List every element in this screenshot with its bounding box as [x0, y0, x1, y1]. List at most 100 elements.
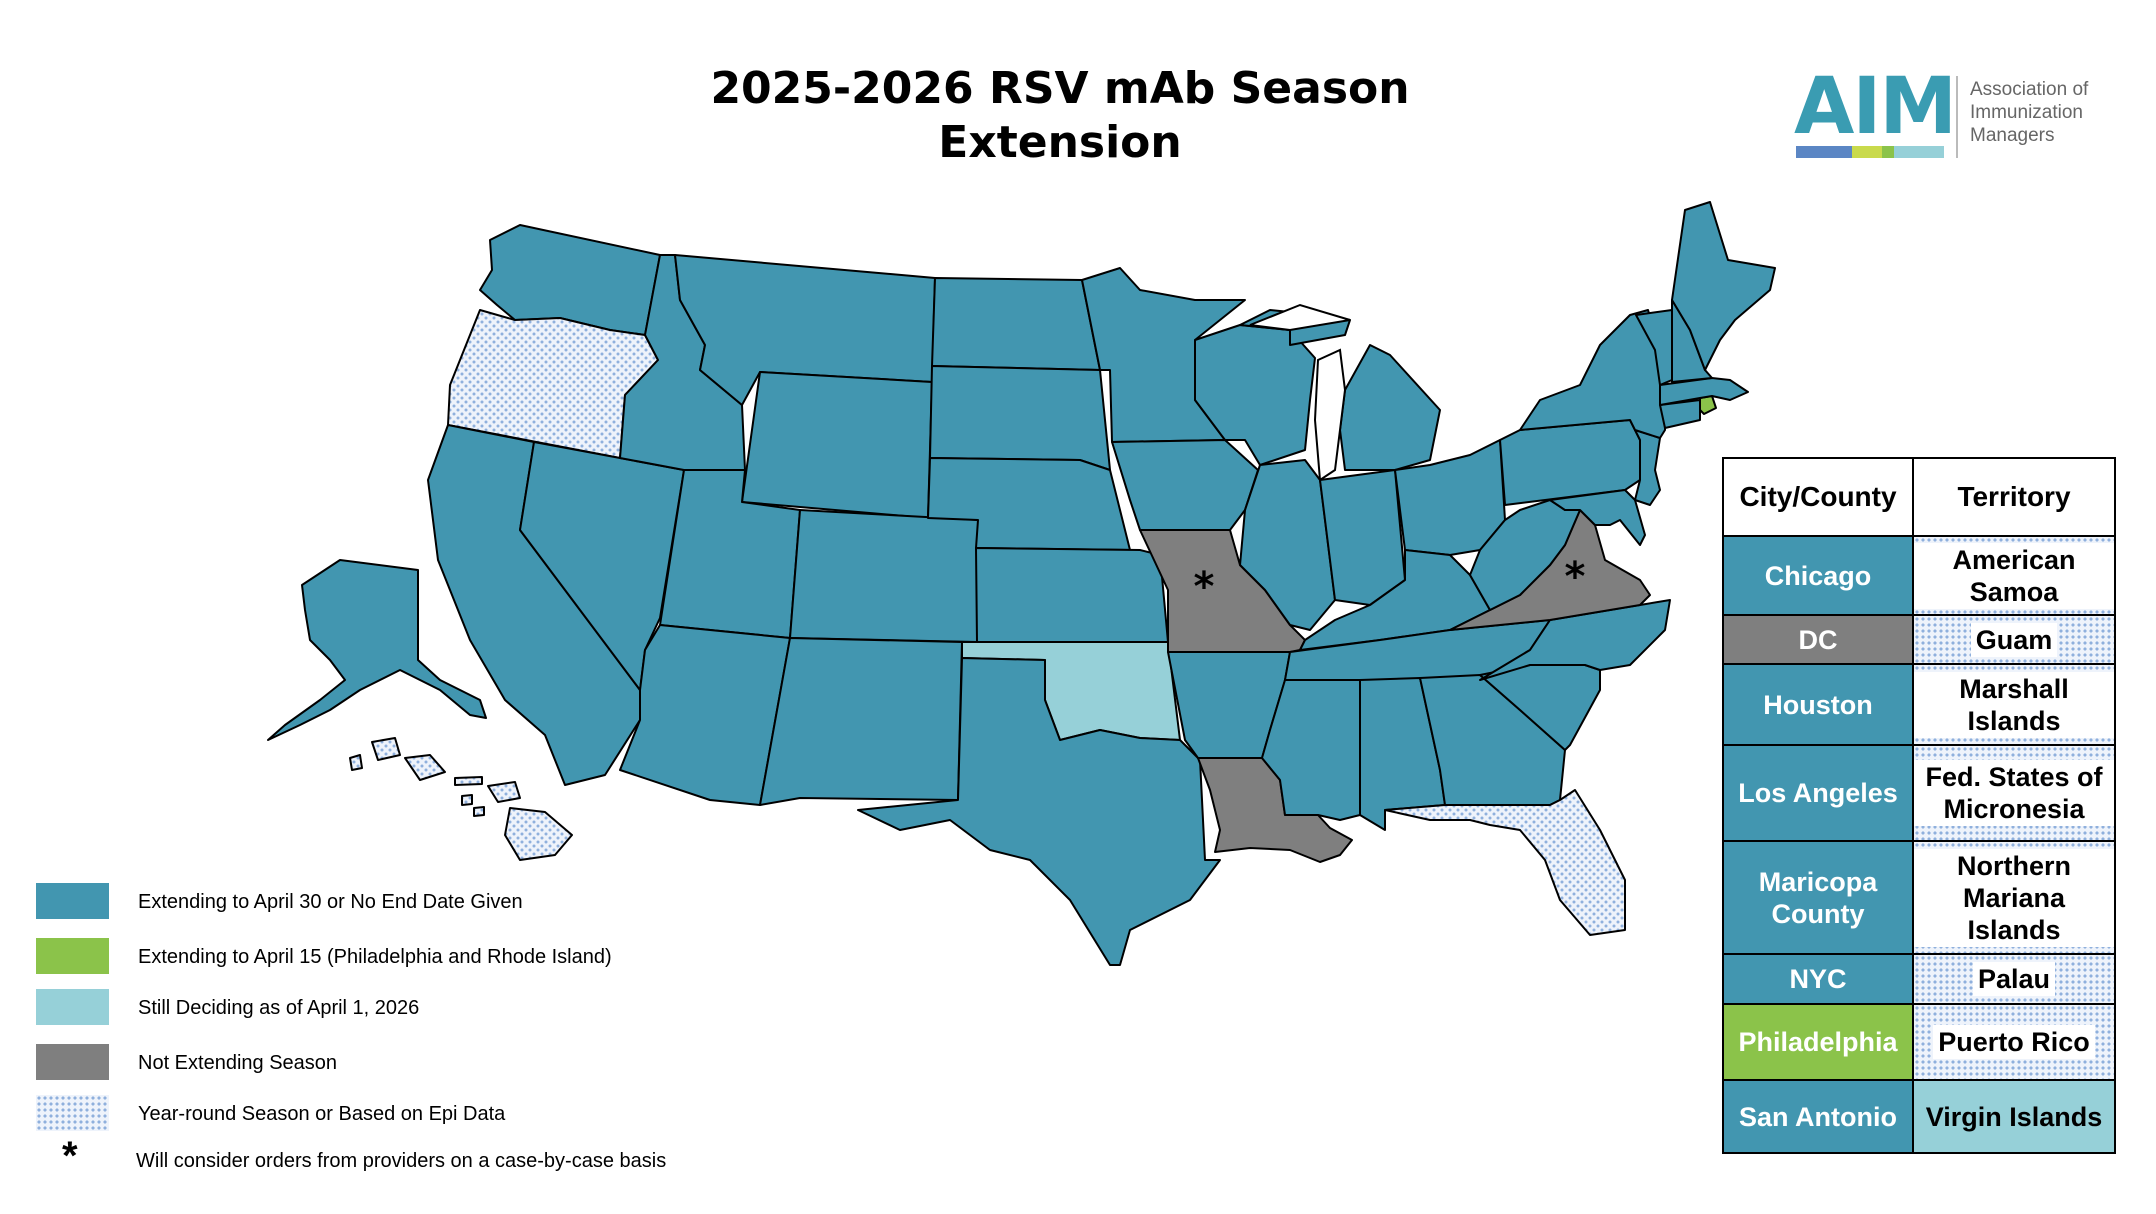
map-title: 2025-2026 RSV mAb Season Extension	[660, 62, 1460, 170]
table-row: Chicago American Samoa	[1724, 537, 2114, 616]
city-cell: Philadelphia	[1724, 1005, 1914, 1079]
header-city-county: City/County	[1724, 459, 1914, 535]
table-row: Los Angeles Fed. States of Micronesia	[1724, 746, 2114, 842]
city-cell: DC	[1724, 616, 1914, 663]
table-row: Maricopa County Northern Mariana Islands	[1724, 842, 2114, 955]
city-cell: NYC	[1724, 955, 1914, 1003]
table-row: Philadelphia Puerto Rico	[1724, 1005, 2114, 1081]
territory-label: Northern Mariana Islands	[1914, 848, 2114, 947]
lake-michigan	[1313, 348, 1347, 482]
legend-label-april30: Extending to April 30 or No End Date Giv…	[138, 891, 523, 913]
state-connecticut	[1659, 399, 1701, 429]
state-new-jersey	[1634, 429, 1661, 506]
state-kansas	[975, 547, 1169, 643]
legend-item-year-round: Year-round Season or Based on Epi Data	[36, 1095, 756, 1131]
table-header-row: City/County Territory	[1724, 459, 2114, 537]
state-hawaii-niihau	[349, 754, 363, 771]
state-hawaii-lanai	[461, 794, 473, 806]
state-new-mexico	[759, 637, 963, 806]
state-florida	[1384, 789, 1626, 936]
city-cell: Houston	[1724, 665, 1914, 744]
territory-label: Fed. States of Micronesia	[1914, 760, 2114, 826]
state-illinois	[1239, 459, 1336, 631]
state-alaska	[267, 559, 487, 741]
state-hawaii-kahoolawe	[473, 806, 485, 817]
territory-cell: Virgin Islands	[1914, 1081, 2114, 1152]
territory-label: Marshall Islands	[1914, 671, 2114, 738]
state-massachusetts	[1659, 377, 1749, 406]
legend-swatch-deciding	[36, 989, 109, 1025]
state-colorado	[789, 509, 981, 643]
legend-swatch-year-round	[36, 1095, 109, 1131]
state-maryland	[1549, 489, 1646, 546]
legend-swatch-not-extending	[36, 1044, 109, 1080]
logo-org-line-1: Association of	[1970, 79, 2089, 100]
legend-item-deciding: Still Deciding as of April 1, 2026	[36, 989, 756, 1025]
territory-cell: Marshall Islands	[1914, 665, 2114, 744]
territory-label: Virgin Islands	[1925, 1101, 2103, 1132]
state-indiana	[1319, 469, 1406, 606]
state-hawaii-kauai	[371, 737, 401, 761]
territory-cell: Fed. States of Micronesia	[1914, 746, 2114, 840]
legend-item-not-extending: Not Extending Season	[36, 1044, 756, 1080]
state-hawaii-oahu	[404, 754, 446, 781]
state-vermont	[1635, 309, 1673, 386]
city-cell: Chicago	[1724, 537, 1914, 614]
territory-cell: American Samoa	[1914, 537, 2114, 614]
title-line-2: Extension	[938, 117, 1182, 168]
state-south-dakota	[929, 365, 1111, 471]
legend-item-april15: Extending to April 15 (Philadelphia and …	[36, 938, 756, 974]
state-maine	[1671, 201, 1776, 371]
legend-label-not-extending: Not Extending Season	[138, 1052, 338, 1074]
state-hawaii-molokai	[454, 776, 483, 786]
logo-org-line-2: Immunization	[1970, 102, 2083, 123]
legend-label-april15: Extending to April 15 (Philadelphia and …	[138, 946, 612, 968]
logo-bar-blue	[1796, 146, 1852, 158]
state-hawaii-big-island	[504, 807, 573, 861]
city-cell: Maricopa County	[1724, 842, 1914, 953]
state-north-carolina	[1479, 599, 1671, 681]
state-texas	[857, 657, 1221, 966]
legend-swatch-april15	[36, 938, 109, 974]
missouri-asterisk: *	[1194, 564, 1215, 610]
jurisdiction-table: City/County Territory Chicago American S…	[1722, 457, 2116, 1154]
territory-cell: Guam	[1914, 616, 2114, 663]
state-wyoming	[741, 371, 933, 519]
territory-cell: Puerto Rico	[1914, 1005, 2114, 1079]
lake-superior	[1249, 303, 1351, 332]
legend-label-year-round: Year-round Season or Based on Epi Data	[138, 1103, 506, 1125]
state-hawaii-maui	[487, 781, 521, 803]
title-line-1: 2025-2026 RSV mAb Season	[710, 63, 1410, 114]
logo-bar-green	[1882, 146, 1894, 158]
virginia-asterisk: *	[1565, 554, 1586, 600]
territory-label: Puerto Rico	[1933, 1025, 2095, 1059]
aim-logo: AIM Association of Immunization Managers	[1790, 62, 2090, 170]
legend-item-april30: Extending to April 30 or No End Date Giv…	[36, 883, 756, 919]
state-north-dakota	[931, 277, 1101, 371]
state-michigan-lower	[1339, 344, 1441, 471]
legend-label-deciding: Still Deciding as of April 1, 2026	[138, 997, 420, 1019]
city-cell: Los Angeles	[1724, 746, 1914, 840]
territory-label: Palau	[1972, 962, 2056, 996]
table-row: Houston Marshall Islands	[1724, 665, 2114, 746]
table-row: DC Guam	[1724, 616, 2114, 665]
city-cell: San Antonio	[1724, 1081, 1914, 1152]
logo-org-name: Association of Immunization Managers	[1970, 78, 2100, 147]
table-row: NYC Palau	[1724, 955, 2114, 1005]
legend-swatch-april30	[36, 883, 109, 919]
logo-org-line-3: Managers	[1970, 125, 2055, 146]
territory-cell: Northern Mariana Islands	[1914, 842, 2114, 953]
territory-cell: Palau	[1914, 955, 2114, 1003]
territory-label: Guam	[1970, 622, 2058, 657]
territory-label: American Samoa	[1914, 542, 2114, 609]
logo-letters: AIM	[1794, 62, 1957, 152]
table-row: San Antonio Virgin Islands	[1724, 1081, 2114, 1152]
state-iowa	[1111, 439, 1259, 531]
logo-divider	[1956, 76, 1958, 158]
logo-bar-light	[1894, 146, 1944, 158]
state-rhode-island	[1699, 395, 1717, 415]
logo-bar-yellow	[1852, 146, 1882, 158]
legend-asterisk-label: Will consider orders from providers on a…	[136, 1150, 667, 1172]
legend-asterisk: *	[62, 1134, 78, 1178]
